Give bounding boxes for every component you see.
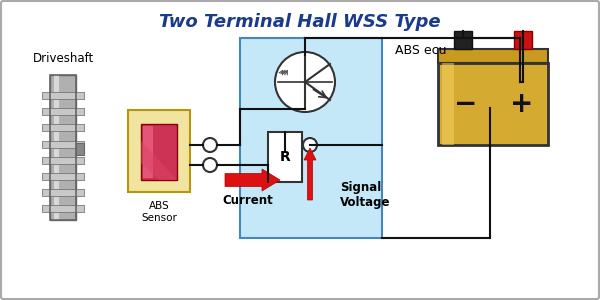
Bar [76,143,84,155]
Text: ABS
Sensor: ABS Sensor [141,201,177,223]
Bar [438,63,548,145]
Text: ABS ecu: ABS ecu [395,44,446,56]
Text: Two Terminal Hall WSS Type: Two Terminal Hall WSS Type [159,13,441,31]
Circle shape [303,138,317,152]
Bar [50,75,76,220]
Bar [438,49,548,63]
FancyArrow shape [225,169,280,191]
Bar [42,189,84,196]
Bar [42,140,84,148]
Bar [141,124,177,180]
Bar [50,75,76,220]
Text: R: R [280,150,290,164]
Bar [514,31,532,49]
Text: +: + [511,90,533,118]
Bar [42,92,84,99]
Bar [128,110,190,192]
Bar [42,124,84,131]
Bar [42,205,84,212]
Text: Current: Current [223,194,274,206]
Bar [42,173,84,180]
Bar [454,31,472,49]
Bar [54,75,59,220]
Bar [442,63,454,145]
Polygon shape [141,141,177,180]
Text: Signal
Voltage: Signal Voltage [340,181,391,209]
Bar [268,132,302,182]
Bar [240,38,382,238]
Bar [42,157,84,164]
Text: −: − [454,90,478,118]
Bar [42,108,84,115]
FancyArrow shape [304,148,316,200]
Text: Driveshaft: Driveshaft [32,52,94,64]
Circle shape [203,138,217,152]
Bar [143,126,153,178]
Circle shape [275,52,335,112]
Circle shape [203,158,217,172]
